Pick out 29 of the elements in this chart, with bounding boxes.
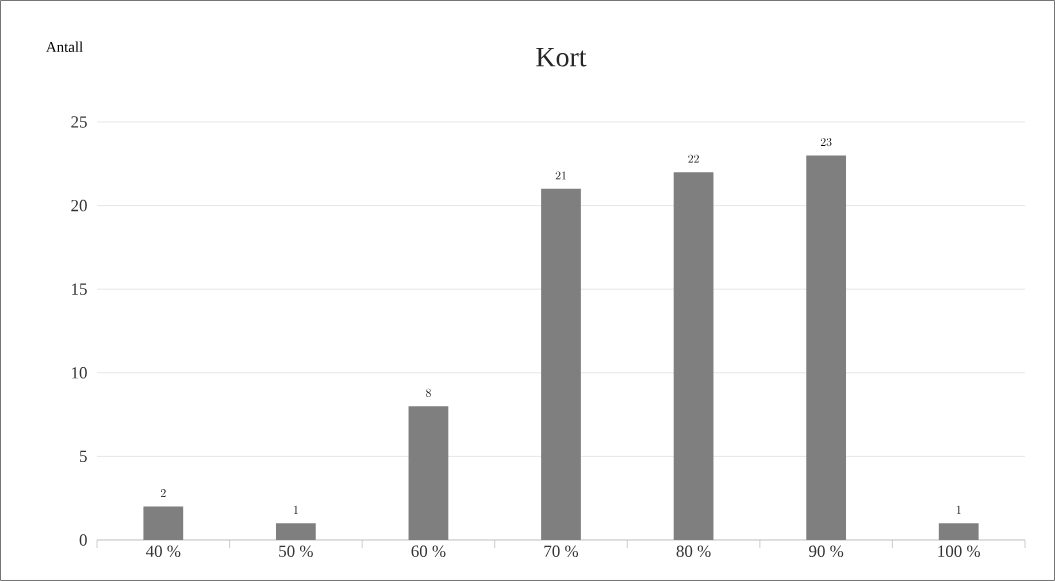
y-tick-label: 10 xyxy=(72,367,87,379)
bar xyxy=(408,406,449,540)
data-label: 2 xyxy=(160,489,166,498)
bar xyxy=(541,188,581,540)
x-tick-label: 40 % xyxy=(145,545,181,557)
chart-title: Kort xyxy=(536,47,587,67)
bar xyxy=(143,506,184,540)
y-tick-label: 15 xyxy=(72,283,87,295)
x-tick-label: 100 % xyxy=(938,545,980,557)
data-label: 1 xyxy=(294,505,298,514)
bar xyxy=(806,155,847,540)
bar xyxy=(938,523,979,540)
y-axis-title: Antall xyxy=(45,41,83,52)
y-tick-label: 25 xyxy=(71,116,87,128)
x-tick-label: 60 % xyxy=(411,545,446,557)
bar xyxy=(673,172,714,540)
x-tick-label: 50 % xyxy=(279,545,313,557)
data-label: 1 xyxy=(956,505,961,514)
x-tick-label: 70 % xyxy=(544,545,579,557)
y-tick-label: 5 xyxy=(80,450,87,463)
x-tick-label: 80 % xyxy=(676,545,711,557)
data-label: 21 xyxy=(555,171,566,180)
bar xyxy=(275,523,316,540)
y-tick-label: 0 xyxy=(79,534,87,546)
y-tick-label: 20 xyxy=(71,199,87,212)
data-label: 22 xyxy=(688,154,699,163)
data-label: 8 xyxy=(425,388,431,397)
data-label: 23 xyxy=(820,137,832,147)
x-tick-label: 90 % xyxy=(809,545,844,557)
